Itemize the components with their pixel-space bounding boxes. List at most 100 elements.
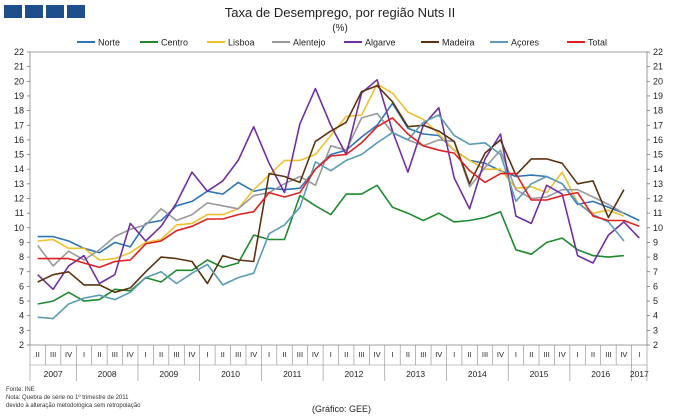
logo-block (4, 5, 22, 18)
logo-block (25, 5, 43, 18)
quarter-label: I (638, 350, 640, 359)
quarter-label: III (173, 350, 179, 359)
y-tick-label-right: 5 (653, 296, 658, 306)
y-tick-label: 12 (14, 194, 24, 204)
series-line-algarve (37, 79, 640, 291)
series-line-total (37, 117, 640, 269)
year-label: 2008 (98, 369, 117, 379)
y-tick-label: 17 (14, 120, 24, 130)
y-tick-label: 8 (19, 252, 24, 262)
y-tick-label-right: 14 (653, 164, 663, 174)
break-note: Nota: Quebra de série no 1º trimestre de… (6, 395, 129, 401)
y-tick-label-right: 19 (653, 91, 663, 101)
legend-label: Total (588, 38, 607, 48)
break-note-detail: devido à alteração metodológica sem retr… (6, 403, 141, 409)
y-tick-label: 9 (19, 237, 24, 247)
y-tick-label-right: 11 (653, 208, 662, 218)
quarter-label: III (544, 350, 550, 359)
quarter-label: II (97, 350, 101, 359)
quarter-label: III (605, 350, 611, 359)
y-tick-label: 13 (14, 179, 24, 189)
quarter-label: II (282, 350, 286, 359)
quarter-label: II (529, 350, 533, 359)
legend-label: Madeira (442, 38, 475, 48)
quarter-label: II (406, 350, 410, 359)
logo-block (67, 5, 85, 18)
year-label: 2010 (221, 369, 240, 379)
chart-unit: (%) (332, 23, 348, 34)
year-label: 2015 (530, 369, 549, 379)
series-line-alentejo (37, 112, 625, 267)
quarter-label: I (453, 350, 455, 359)
series-line-lisboa (37, 83, 625, 261)
year-label: 2012 (344, 369, 363, 379)
quarter-label: IV (435, 350, 442, 359)
chart-title: Taxa de Desemprego, por região Nuts II (224, 5, 456, 20)
year-label: 2014 (468, 369, 487, 379)
quarter-label: III (420, 350, 426, 359)
y-tick-label-right: 6 (653, 281, 658, 291)
quarter-label: IV (127, 350, 134, 359)
y-tick-label: 18 (14, 106, 24, 116)
legend-label: Norte (98, 38, 120, 48)
year-label: 2016 (591, 369, 610, 379)
source-note: Fonte: INE (6, 387, 35, 393)
y-tick-label-right: 9 (653, 237, 658, 247)
legend-label: Açores (511, 38, 540, 48)
y-tick-label-right: 2 (653, 340, 658, 350)
quarter-label: I (330, 350, 332, 359)
quarter-label: I (206, 350, 208, 359)
y-tick-label: 19 (14, 91, 24, 101)
quarter-label: III (297, 350, 303, 359)
y-tick-label-right: 20 (653, 76, 663, 86)
y-tick-label-right: 8 (653, 252, 658, 262)
y-tick-label-right: 12 (653, 194, 663, 204)
quarter-label: I (577, 350, 579, 359)
y-tick-label: 4 (19, 311, 24, 321)
logo-block (46, 5, 64, 18)
y-tick-label: 15 (14, 150, 24, 160)
quarter-label: II (344, 350, 348, 359)
quarter-label: IV (312, 350, 319, 359)
logo (4, 5, 85, 18)
year-label: 2007 (44, 369, 63, 379)
quarter-label: IV (620, 350, 627, 359)
y-tick-label-right: 3 (653, 325, 658, 335)
y-tick-label-right: 7 (653, 267, 658, 277)
quarter-label: III (235, 350, 241, 359)
y-tick-label: 5 (19, 296, 24, 306)
y-tick-label-right: 21 (653, 62, 663, 72)
year-label: 2017 (630, 369, 649, 379)
year-label: 2011 (283, 369, 302, 379)
y-tick-label: 3 (19, 325, 24, 335)
quarter-label: II (221, 350, 225, 359)
y-tick-label-right: 4 (653, 311, 658, 321)
quarter-label: III (50, 350, 56, 359)
quarter-label: IV (65, 350, 72, 359)
y-tick-label: 7 (19, 267, 24, 277)
quarter-label: IV (559, 350, 566, 359)
y-tick-label-right: 22 (653, 47, 663, 57)
quarter-label: I (391, 350, 393, 359)
quarter-label: III (112, 350, 118, 359)
y-tick-label-right: 15 (653, 150, 663, 160)
quarter-label: I (145, 350, 147, 359)
y-tick-label: 11 (15, 208, 24, 218)
y-tick-label: 10 (14, 223, 24, 233)
quarter-label: III (359, 350, 365, 359)
quarter-label: II (36, 350, 40, 359)
quarter-label: II (591, 350, 595, 359)
y-tick-label: 20 (14, 76, 24, 86)
y-tick-label: 14 (14, 164, 24, 174)
legend-label: Lisboa (228, 38, 255, 48)
series-line-madeira (37, 84, 625, 294)
quarter-label: IV (250, 350, 257, 359)
quarter-label: I (515, 350, 517, 359)
y-tick-label-right: 17 (653, 120, 663, 130)
y-tick-label: 21 (14, 62, 24, 72)
legend-label: Centro (161, 38, 188, 48)
quarter-label: II (468, 350, 472, 359)
y-tick-label: 22 (14, 47, 24, 57)
y-tick-label: 2 (19, 340, 24, 350)
